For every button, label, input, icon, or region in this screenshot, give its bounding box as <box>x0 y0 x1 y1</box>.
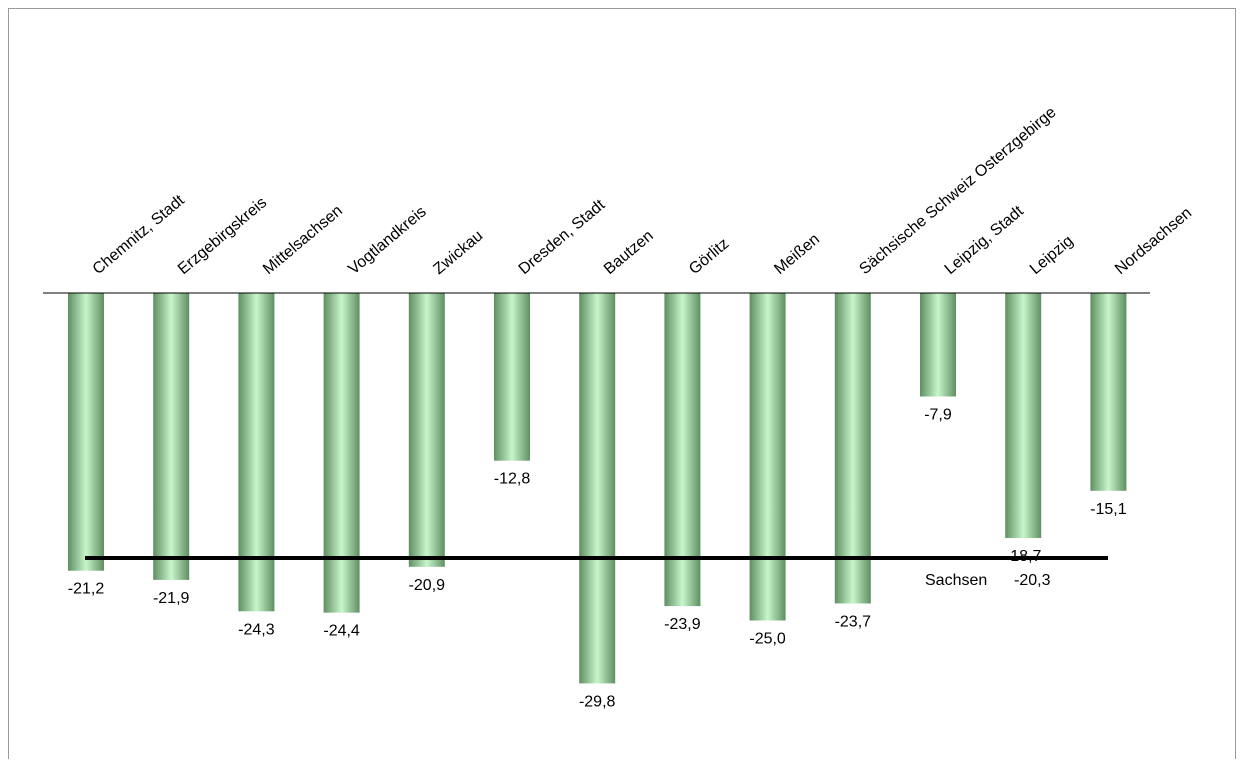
bar <box>68 293 104 571</box>
bar <box>664 293 701 607</box>
bar <box>1090 293 1127 491</box>
bar <box>408 293 445 567</box>
bar <box>494 293 530 461</box>
bar <box>1005 293 1042 538</box>
bar <box>238 293 275 612</box>
category-label: Dresden, Stadt <box>516 196 609 278</box>
bar <box>579 293 616 684</box>
bar-value-label: -29,8 <box>579 693 616 710</box>
category-label: Görlitz <box>686 235 732 278</box>
bar-value-label: -25,0 <box>749 631 786 648</box>
bar-value-label: -21,9 <box>153 590 190 607</box>
category-label: Leipzig <box>1027 232 1077 278</box>
bar-value-label: -7,9 <box>924 406 952 423</box>
reference-line-value-label: -20,3 <box>1014 572 1051 589</box>
bar-value-label: -20,9 <box>409 577 446 594</box>
bar-value-label: -15,1 <box>1090 501 1127 518</box>
bar-value-label: -21,2 <box>68 581 105 598</box>
category-label: Bautzen <box>601 227 657 278</box>
bar <box>153 293 190 580</box>
category-label: Chemnitz, Stadt <box>90 192 189 279</box>
category-label: Nordsachsen <box>1112 204 1195 278</box>
bar <box>323 293 360 613</box>
reference-line-label: Sachsen <box>925 572 987 589</box>
bar-value-label: -24,3 <box>238 621 275 638</box>
bar-value-label: -24,4 <box>323 623 360 640</box>
bar-value-label: -23,9 <box>664 616 701 633</box>
bar <box>834 293 871 604</box>
bar-value-label: -23,7 <box>835 613 872 630</box>
bar-value-label: -12,8 <box>494 471 531 488</box>
category-label: Mittelsachsen <box>260 202 346 278</box>
bar-value-label: -18,7 <box>1005 548 1042 565</box>
category-label: Meißen <box>771 231 823 278</box>
bar <box>920 293 956 397</box>
category-label: Leipzig, Stadt <box>942 202 1028 278</box>
category-label: Erzgebirgskreis <box>175 194 270 278</box>
category-label: Zwickau <box>430 227 486 278</box>
bar <box>749 293 786 621</box>
chart-frame <box>8 8 1236 759</box>
category-label: Vogtlandkreis <box>345 203 430 278</box>
